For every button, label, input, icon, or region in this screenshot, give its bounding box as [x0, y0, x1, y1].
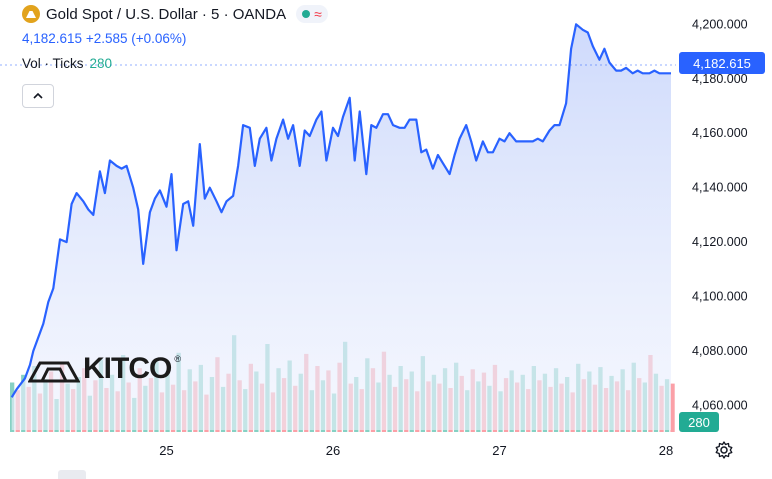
kitco-logo-icon [28, 361, 80, 383]
x-tick-label: 25 [159, 443, 173, 458]
symbol-title[interactable]: Gold Spot / U.S. Dollar · 5 · OANDA [46, 5, 287, 23]
x-tick-label: 27 [492, 443, 506, 458]
volume-label: Vol · Ticks [22, 56, 84, 71]
y-tick-label: 4,080.000 [692, 344, 748, 358]
kitco-wordmark: KITCO [83, 352, 172, 385]
green-dot-icon [302, 10, 311, 18]
y-tick-label: 4,140.000 [692, 181, 748, 195]
x-tick-label: 26 [326, 443, 340, 458]
settings-gear-icon[interactable] [714, 440, 734, 460]
price-change: +2.585 [85, 31, 128, 46]
y-tick-label: 4,180.000 [692, 72, 748, 86]
gold-bars-icon [22, 5, 40, 23]
last-price-tag: 4,182.615 [679, 52, 765, 74]
registered-mark: ® [174, 354, 181, 364]
price-line [10, 23, 671, 398]
chevron-up-icon [33, 93, 43, 99]
y-tick-label: 4,160.000 [692, 126, 748, 140]
volume-value: 280 [89, 56, 113, 71]
price-area [11, 24, 671, 431]
wave-icon: ≈ [314, 6, 322, 22]
market-status-badge[interactable]: ≈ [296, 5, 328, 23]
y-tick-label: 4,060.000 [692, 399, 748, 413]
x-axis[interactable]: 25 26 27 28 [159, 443, 673, 458]
symbol-header[interactable]: Gold Spot / U.S. Dollar · 5 · OANDA ≈ [22, 5, 328, 23]
y-tick-label: 4,100.000 [692, 290, 748, 304]
bottom-panel-tab[interactable] [58, 470, 86, 479]
price-change-pct: (+0.06%) [131, 31, 187, 46]
quote-line: 4,182.615 +2.585 (+0.06%) [22, 31, 186, 46]
x-tick-label: 28 [659, 443, 673, 458]
y-tick-label: 4,120.000 [692, 235, 748, 249]
volume-bar [670, 383, 675, 432]
kitco-watermark: KITCO ® [28, 352, 181, 386]
y-tick-label: 4,200.000 [692, 17, 748, 31]
y-axis[interactable]: 4,200.000 4,180.000 4,160.000 4,140.000 4,12… [692, 17, 748, 412]
collapse-legend-button[interactable] [22, 84, 54, 108]
volume-legend[interactable]: Vol · Ticks 280 [22, 56, 112, 71]
volume-tag: 280 [679, 412, 719, 432]
last-price: 4,182.615 [22, 31, 83, 46]
